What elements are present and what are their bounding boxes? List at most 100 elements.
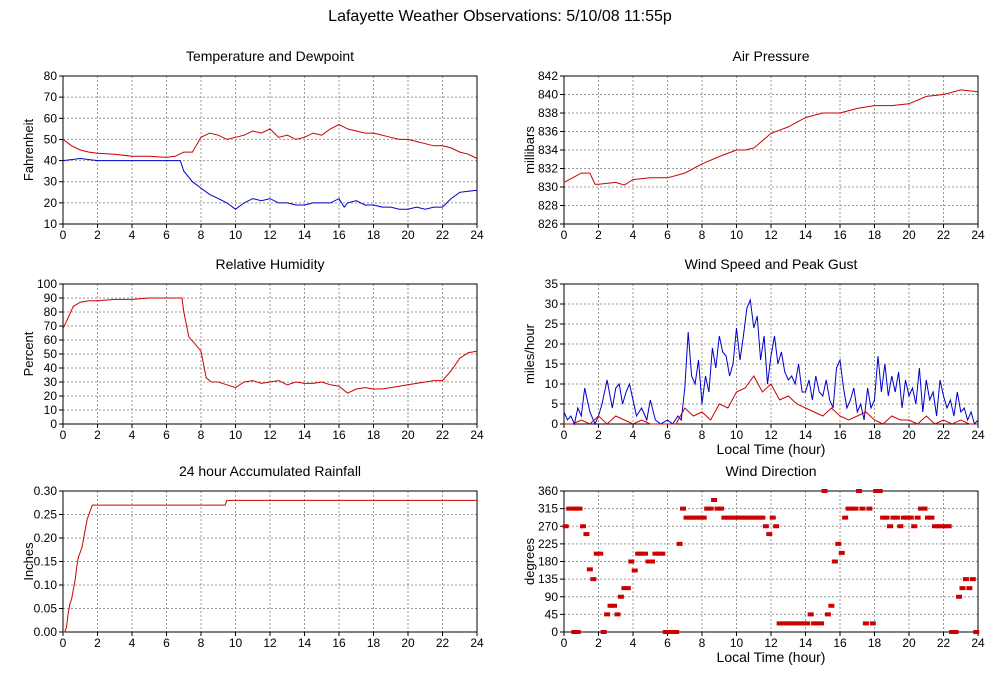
wind-series-line	[564, 375, 978, 425]
direction-point	[579, 524, 586, 529]
direction-point	[590, 577, 597, 582]
direction-point	[783, 621, 790, 626]
rain-xtick-label: 20	[401, 636, 415, 650]
rain-ytick-label: 0.30	[34, 484, 58, 498]
direction-point	[721, 515, 728, 520]
direction-point	[897, 524, 904, 529]
page-title: Lafayette Weather Observations: 5/10/08 …	[328, 8, 672, 25]
rain-ytick-label: 0.10	[34, 578, 58, 592]
direction-ylabel: degrees	[522, 538, 537, 585]
direction-point	[862, 621, 869, 626]
direction-point	[769, 515, 776, 520]
direction-xtick-label: 6	[664, 636, 671, 650]
direction-ytick-label: 90	[545, 590, 559, 604]
temp-ytick-label: 20	[44, 196, 58, 210]
direction-point	[921, 506, 928, 511]
temp-title: Temperature and Dewpoint	[186, 48, 354, 64]
wind-xtick-label: 14	[799, 428, 813, 442]
wind-xtick-label: 20	[902, 428, 916, 442]
pressure-xtick-label: 22	[937, 228, 951, 242]
temp-xtick-label: 24	[470, 228, 484, 242]
direction-point	[780, 621, 787, 626]
rain-ylabel: Inches	[21, 542, 36, 581]
direction-point	[673, 630, 680, 634]
direction-point	[900, 515, 907, 520]
wind-xtick-label: 18	[868, 428, 882, 442]
direction-point	[959, 586, 966, 591]
humidity-ytick-label: 0	[50, 417, 57, 431]
rain-xtick-label: 14	[298, 636, 312, 650]
pressure-xtick-label: 24	[971, 228, 985, 242]
humidity-ytick-label: 50	[44, 347, 58, 361]
direction-point	[786, 621, 793, 626]
rain-xtick-label: 2	[94, 636, 101, 650]
humidity-xtick-label: 8	[198, 428, 205, 442]
pressure-xtick-label: 8	[699, 228, 706, 242]
pressure-ytick-label: 830	[538, 180, 558, 194]
direction-point	[949, 630, 956, 634]
direction-xtick-label: 4	[630, 636, 637, 650]
direction-xlabel: Local Time (hour)	[717, 649, 826, 665]
direction-point	[818, 621, 825, 626]
pressure-series-line	[563, 89, 979, 186]
direction-point	[749, 515, 756, 520]
direction-point	[676, 541, 683, 546]
pressure-xtick-label: 16	[833, 228, 847, 242]
humidity-ytick-label: 40	[44, 361, 58, 375]
wind-ytick-label: 25	[545, 317, 559, 331]
direction-point	[576, 506, 583, 511]
wind-ytick-label: 0	[551, 417, 558, 431]
pressure-xtick-label: 10	[730, 228, 744, 242]
rain-xtick-label: 8	[198, 636, 205, 650]
pressure-xtick-label: 2	[595, 228, 602, 242]
temp-ytick-label: 50	[44, 132, 58, 146]
direction-point	[642, 551, 649, 556]
temp-xtick-label: 14	[298, 228, 312, 242]
direction-point	[838, 550, 845, 555]
direction-xtick-label: 14	[799, 636, 813, 650]
direction-point	[711, 498, 718, 503]
direction-point	[638, 551, 645, 556]
pressure-xtick-label: 20	[902, 228, 916, 242]
direction-point	[631, 568, 638, 573]
pressure-xtick-label: 18	[868, 228, 882, 242]
humidity-ytick-label: 80	[44, 305, 58, 319]
direction-point	[574, 630, 581, 634]
direction-point	[683, 515, 690, 520]
direction-xtick-label: 22	[937, 636, 951, 650]
rain-ytick-label: 0.00	[34, 625, 58, 639]
humidity-ytick-label: 30	[44, 375, 58, 389]
direction-ytick-label: 0	[551, 625, 558, 639]
direction-point	[766, 532, 773, 537]
direction-xtick-label: 24	[971, 636, 985, 650]
direction-point	[735, 515, 742, 520]
wind-title: Wind Speed and Peak Gust	[685, 256, 858, 272]
temp-xtick-label: 22	[436, 228, 450, 242]
direction-point	[652, 551, 659, 556]
rain-ytick-label: 0.25	[34, 508, 58, 522]
direction-point	[931, 524, 938, 529]
temp-frame	[62, 75, 478, 225]
direction-point	[573, 506, 580, 511]
humidity-title: Relative Humidity	[216, 256, 325, 272]
direction-point	[842, 515, 849, 520]
rain-ytick-label: 0.15	[34, 555, 58, 569]
direction-point	[969, 577, 976, 582]
wind-frame	[563, 283, 979, 425]
temp-xtick-label: 16	[332, 228, 346, 242]
rain-xtick-label: 6	[163, 636, 170, 650]
rain-xtick-label: 12	[263, 636, 277, 650]
direction-ytick-label: 360	[538, 484, 558, 498]
temp-series-line	[62, 157, 478, 210]
direction-point	[859, 506, 866, 511]
temp-xtick-label: 4	[129, 228, 136, 242]
pressure-ytick-label: 828	[538, 199, 558, 213]
direction-point	[911, 524, 918, 529]
direction-point	[855, 489, 862, 493]
humidity-ytick-label: 60	[44, 333, 58, 347]
direction-point	[704, 506, 711, 511]
temp-ytick-label: 70	[44, 90, 58, 104]
